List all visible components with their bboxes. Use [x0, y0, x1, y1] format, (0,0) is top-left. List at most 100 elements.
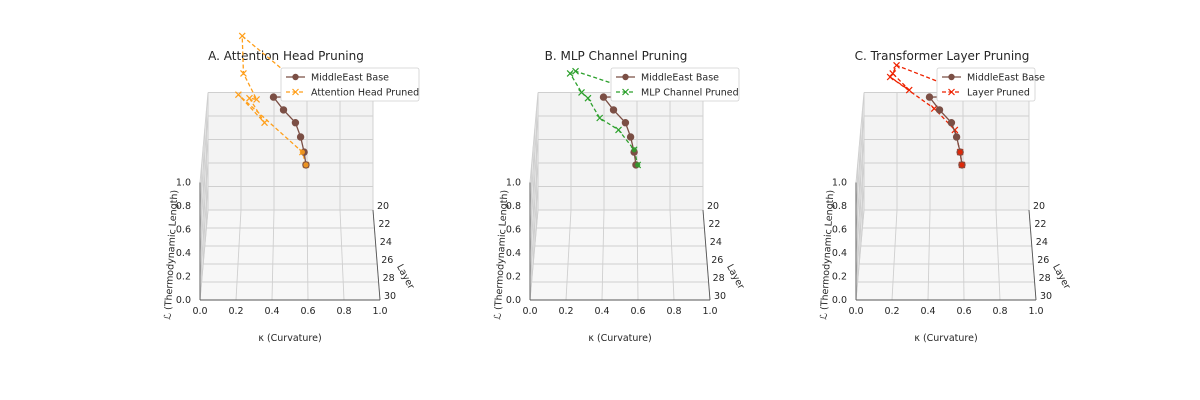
data-point — [584, 94, 592, 102]
y-tick-label: 28 — [1039, 273, 1051, 284]
y-tick-label: 22 — [708, 219, 720, 230]
back-pane — [208, 92, 373, 210]
y-tick-label: 28 — [713, 273, 725, 284]
data-point — [935, 106, 944, 114]
gridline — [636, 209, 639, 301]
x-tick-label: 0.4 — [920, 306, 935, 317]
gridline — [927, 209, 931, 301]
data-point — [631, 147, 637, 153]
z-tick-label: 0.2 — [176, 272, 191, 283]
y-tick-label: 20 — [707, 201, 719, 212]
z-tick-label: 0.4 — [176, 248, 191, 259]
legend: MiddleEast Base Attention Head Pruned — [280, 67, 420, 102]
y-tick-label: 30 — [714, 291, 726, 302]
z-tick-label: 0.8 — [176, 201, 191, 212]
x-tick-label: 0.8 — [336, 306, 351, 317]
gridline — [669, 209, 675, 301]
y-axis-label: Layer — [1050, 263, 1072, 292]
data-point — [296, 133, 305, 141]
data-point — [626, 133, 635, 141]
legend-label: MiddleEast Base — [967, 73, 1045, 84]
z-tick-label: 0.0 — [506, 295, 521, 306]
legend-marker — [948, 73, 955, 81]
data-point — [299, 149, 305, 155]
chart-title: B. MLP Channel Pruning — [545, 49, 688, 63]
legend-label: MiddleEast Base — [311, 73, 389, 84]
data-point — [279, 106, 288, 114]
gridline — [995, 209, 1001, 301]
z-tick-label: 0.2 — [832, 272, 847, 283]
y-tick-label: 26 — [1037, 255, 1049, 266]
x-tick-label: 0.6 — [956, 306, 971, 317]
x-tick-label: 0.2 — [884, 306, 899, 317]
y-axis-label: Layer — [394, 263, 416, 292]
data-point — [303, 162, 309, 168]
x-tick-label: 0.4 — [264, 306, 279, 317]
legend-box — [610, 67, 740, 102]
z-tick-label: 0.8 — [832, 201, 847, 212]
x-tick-label: 0.0 — [522, 306, 537, 317]
data-point — [635, 162, 641, 168]
data-point — [957, 149, 963, 155]
data-point — [246, 94, 253, 102]
back-pane — [538, 92, 703, 210]
floor-pane — [200, 210, 380, 300]
y-tick-label: 20 — [1033, 201, 1045, 212]
x-tick-label: 0.8 — [992, 306, 1007, 317]
data-point — [959, 162, 965, 168]
y-axis-line — [702, 209, 711, 301]
gridline — [891, 209, 898, 301]
y-tick-label: 26 — [381, 255, 393, 266]
legend-marker — [292, 73, 299, 81]
y-tick-label: 30 — [1040, 291, 1052, 302]
chart-panel-2: 0.0 0.2 0.4 0.6 0.8 1.0 20 22 24 26 28 30 0.0 0.2 0.4 0… — [493, 49, 747, 344]
z-tick-label: 0.0 — [176, 295, 191, 306]
data-point — [291, 119, 300, 127]
data-point — [253, 96, 261, 103]
y-tick-label: 24 — [380, 237, 392, 248]
y-tick-label: 28 — [383, 273, 395, 284]
data-point — [615, 126, 622, 134]
x-axis-label: κ (Curvature) — [258, 333, 321, 344]
legend: MiddleEast Base Layer Pruned — [936, 67, 1045, 102]
legend-marker — [948, 88, 955, 96]
data-point — [621, 119, 630, 127]
data-point — [578, 88, 585, 96]
x-tick-label: 1.0 — [1028, 306, 1043, 317]
z-tick-label: 0.6 — [176, 225, 191, 236]
x-tick-label: 0.2 — [228, 306, 243, 317]
data-point — [893, 61, 900, 69]
y-axis-label: Layer — [724, 263, 746, 292]
floor-pane — [856, 210, 1036, 300]
legend: MiddleEast Base MLP Channel Pruned — [610, 67, 740, 102]
x-tick-label: 1.0 — [702, 306, 717, 317]
x-tick-label: 0.6 — [300, 306, 315, 317]
x-tick-label: 1.0 — [372, 306, 387, 317]
data-point — [886, 73, 894, 81]
data-point — [240, 70, 247, 77]
z-tick-label: 0.6 — [506, 225, 521, 236]
back-pane — [864, 92, 1029, 210]
z-tick-label: 0.2 — [506, 272, 521, 283]
gridline — [235, 209, 242, 301]
data-point — [261, 119, 268, 127]
x-tick-label: 0.4 — [594, 306, 609, 317]
y-tick-label: 22 — [378, 219, 390, 230]
floor-pane — [530, 210, 710, 300]
chart-title: A. Attention Head Pruning — [208, 49, 364, 63]
series-line-1 — [237, 34, 311, 166]
data-point — [599, 93, 608, 101]
y-axis-line — [372, 209, 381, 301]
data-point — [269, 93, 278, 101]
z-tick-label: 0.0 — [832, 295, 847, 306]
z-tick-label: 1.0 — [832, 178, 847, 189]
data-point — [609, 106, 618, 114]
y-tick-label: 20 — [377, 201, 389, 212]
data-point — [889, 70, 897, 77]
z-tick-label: 0.6 — [832, 225, 847, 236]
gridline — [306, 209, 309, 301]
y-tick-label: 26 — [711, 255, 723, 266]
z-tick-label: 0.8 — [506, 201, 521, 212]
legend-marker — [622, 88, 629, 96]
